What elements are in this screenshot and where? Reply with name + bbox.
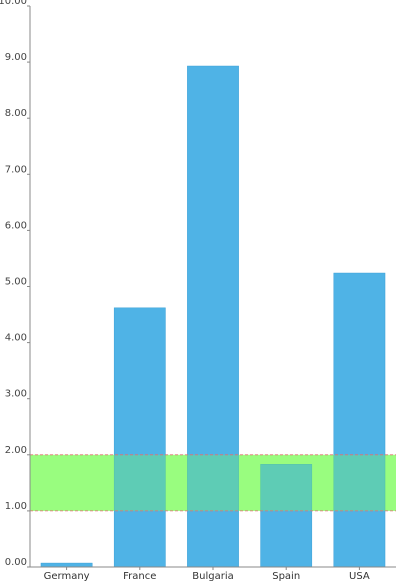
highlight-band-overlay [30, 454, 396, 511]
y-tick-label: 4.00 [5, 333, 27, 344]
x-tick-label-france: France [123, 571, 156, 581]
y-tick-label: 5.00 [5, 277, 27, 288]
x-tick-label-bulgaria: Bulgaria [192, 571, 233, 581]
y-tick-label: 0.00 [5, 557, 27, 568]
band-overlay-layer [30, 454, 396, 512]
x-tick-label-usa: USA [349, 571, 370, 581]
y-tick-label: 8.00 [5, 108, 27, 119]
y-tick-label: 2.00 [5, 445, 27, 456]
x-tick-label-spain: Spain [272, 571, 300, 581]
y-tick-label: 3.00 [5, 389, 27, 400]
bar-usa [333, 272, 386, 568]
y-axis: 0.00 1.00 2.00 3.00 4.00 5.00 6.00 7.00 8.00 9.00… [0, 0, 31, 568]
y-tick-label: 1.00 [5, 501, 27, 512]
y-tick-label: 10.00 [0, 0, 27, 7]
bar-france [113, 307, 166, 568]
x-axis: Germany France Bulgaria Spain USA [30, 566, 396, 581]
y-tick-label: 7.00 [5, 164, 27, 175]
bar-germany [40, 562, 93, 568]
y-tick-label: 9.00 [5, 52, 27, 63]
bar-bulgaria [187, 65, 239, 568]
bars [40, 65, 386, 568]
x-tick-label-germany: Germany [44, 571, 90, 581]
y-tick-label: 6.00 [5, 220, 27, 231]
